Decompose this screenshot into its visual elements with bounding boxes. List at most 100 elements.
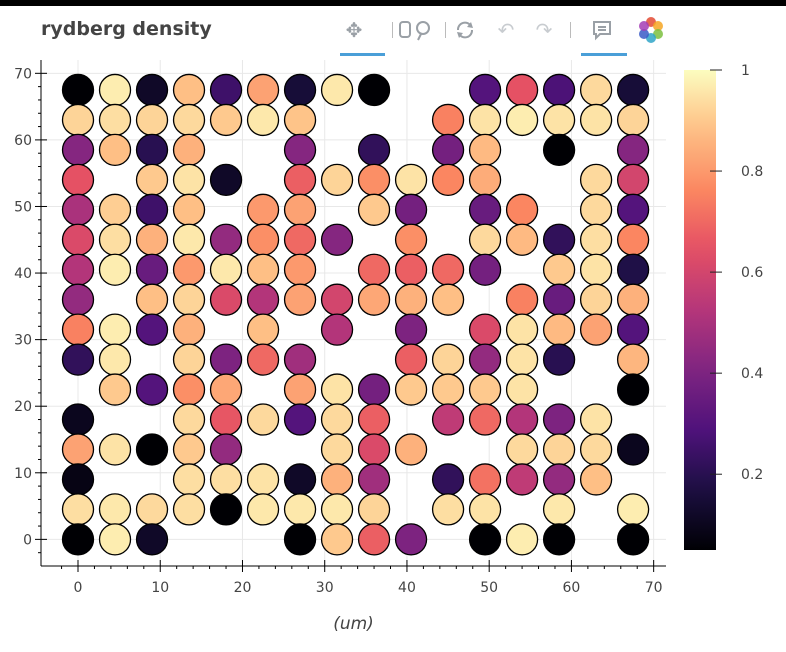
colorbar-tick-label: 0.4 <box>741 366 763 382</box>
data-point <box>320 403 354 436</box>
data-point <box>98 433 132 466</box>
data-point <box>172 73 206 107</box>
data-point <box>431 463 465 496</box>
data-point <box>431 133 465 167</box>
data-point <box>135 103 169 137</box>
data-point <box>431 343 465 376</box>
data-point <box>209 373 243 406</box>
data-point <box>579 403 613 436</box>
data-point <box>135 163 169 196</box>
x-tick-label: 60 <box>563 580 581 596</box>
data-point <box>61 253 95 286</box>
data-point <box>505 463 539 496</box>
x-tick-label: 30 <box>316 580 334 596</box>
data-point <box>431 163 465 196</box>
data-point <box>98 223 132 256</box>
data-point <box>172 493 206 526</box>
data-point <box>135 283 169 316</box>
data-point <box>135 193 169 226</box>
data-point <box>209 283 243 316</box>
data-point <box>98 493 132 526</box>
data-point <box>320 163 354 196</box>
data-point <box>135 313 169 346</box>
bokeh-logo-icon[interactable] <box>635 14 667 46</box>
data-point <box>209 223 243 256</box>
data-point <box>616 193 650 226</box>
data-point <box>542 313 576 346</box>
data-point <box>394 223 428 256</box>
x-tick-label: 0 <box>74 580 83 596</box>
data-point <box>172 403 206 436</box>
pan-tool-icon[interactable]: ✥ <box>345 18 363 42</box>
axes: 0 10 20 30 40 50 60 70 0 10 20 30 40 50 60 70 (um) <box>14 60 666 634</box>
data-point <box>246 103 280 137</box>
data-point <box>579 433 613 466</box>
data-point <box>616 373 650 406</box>
data-point <box>283 403 317 436</box>
data-point <box>579 103 613 137</box>
data-point <box>61 223 95 256</box>
reset-icon[interactable] <box>450 14 480 46</box>
data-point <box>98 523 132 556</box>
data-point <box>616 253 650 286</box>
data-point <box>283 493 317 526</box>
colorbar-tick-label: 0.6 <box>741 265 763 281</box>
data-point <box>61 493 95 526</box>
data-point <box>505 313 539 346</box>
data-point <box>246 253 280 286</box>
data-point <box>61 103 95 137</box>
data-point <box>616 343 650 376</box>
toolbar: ✥ ↶ ↷ <box>335 10 675 58</box>
data-point <box>357 283 391 316</box>
data-point <box>61 523 95 556</box>
hover-tool-icon[interactable] <box>587 14 617 46</box>
data-point <box>505 73 539 107</box>
data-point <box>505 373 539 406</box>
data-point <box>579 313 613 346</box>
data-point <box>468 523 502 556</box>
data-point <box>394 373 428 406</box>
data-point <box>394 193 428 226</box>
data-point <box>283 193 317 226</box>
data-point <box>98 133 132 167</box>
data-point <box>246 493 280 526</box>
data-point <box>172 133 206 167</box>
data-point <box>61 163 95 196</box>
data-point <box>357 193 391 226</box>
data-point <box>505 193 539 226</box>
colorbar-gradient <box>684 70 716 550</box>
data-point <box>505 403 539 436</box>
data-point <box>505 283 539 316</box>
undo-icon[interactable]: ↶ <box>497 18 515 42</box>
data-point <box>468 223 502 256</box>
data-point <box>61 313 95 346</box>
data-point <box>616 103 650 137</box>
data-point <box>61 343 95 376</box>
data-point <box>394 253 428 286</box>
y-tick-label: 0 <box>23 532 32 548</box>
data-point <box>542 223 576 256</box>
data-point <box>468 493 502 526</box>
data-point <box>246 73 280 107</box>
data-point <box>209 73 243 107</box>
data-point <box>283 133 317 167</box>
data-point <box>61 73 95 107</box>
data-point <box>616 433 650 466</box>
data-point <box>357 133 391 167</box>
top-border <box>0 0 786 6</box>
data-point <box>283 73 317 107</box>
data-point <box>246 283 280 316</box>
data-point <box>98 253 132 286</box>
data-point <box>616 223 650 256</box>
data-point <box>468 163 502 196</box>
data-point <box>135 223 169 256</box>
data-point <box>320 433 354 466</box>
data-point <box>394 523 428 556</box>
data-point <box>357 73 391 107</box>
data-point <box>61 433 95 466</box>
data-point <box>61 193 95 226</box>
redo-icon[interactable]: ↷ <box>535 18 553 42</box>
data-point <box>468 403 502 436</box>
grid-lines <box>41 60 666 566</box>
box-zoom-icon[interactable] <box>397 14 439 46</box>
